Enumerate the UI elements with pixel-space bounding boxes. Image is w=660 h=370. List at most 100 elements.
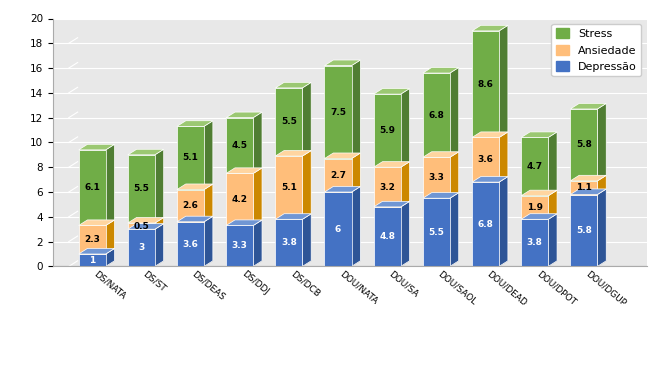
Text: 0.5: 0.5 [133, 222, 149, 231]
Text: 4.8: 4.8 [379, 232, 395, 241]
Polygon shape [253, 168, 262, 225]
Polygon shape [570, 189, 607, 195]
Polygon shape [275, 214, 312, 219]
Polygon shape [521, 138, 548, 196]
Polygon shape [79, 220, 115, 225]
Text: 3.8: 3.8 [527, 238, 543, 248]
Text: 3.3: 3.3 [428, 173, 444, 182]
Text: 5.9: 5.9 [379, 126, 395, 135]
Text: 6.8: 6.8 [428, 111, 444, 120]
Polygon shape [352, 153, 360, 192]
Polygon shape [521, 219, 548, 266]
Polygon shape [275, 88, 302, 156]
Text: 6.8: 6.8 [478, 220, 494, 229]
Polygon shape [499, 25, 508, 138]
Polygon shape [374, 94, 401, 167]
Polygon shape [275, 151, 312, 156]
Polygon shape [570, 195, 597, 266]
Polygon shape [472, 132, 508, 138]
Polygon shape [204, 121, 213, 189]
Polygon shape [128, 229, 155, 266]
Text: 4.5: 4.5 [232, 141, 248, 150]
Polygon shape [374, 167, 401, 207]
Polygon shape [275, 219, 302, 266]
Polygon shape [548, 214, 557, 266]
Polygon shape [128, 223, 155, 229]
Polygon shape [79, 144, 115, 150]
Polygon shape [325, 159, 352, 192]
Polygon shape [472, 176, 508, 182]
Polygon shape [472, 182, 499, 266]
Polygon shape [374, 88, 410, 94]
Text: 4.7: 4.7 [527, 162, 543, 171]
Polygon shape [548, 132, 557, 196]
Polygon shape [302, 83, 312, 156]
Polygon shape [521, 214, 557, 219]
Polygon shape [79, 248, 115, 254]
Polygon shape [401, 162, 410, 207]
Polygon shape [521, 196, 548, 219]
Text: 8.6: 8.6 [478, 80, 494, 89]
Polygon shape [177, 184, 213, 189]
Polygon shape [275, 156, 302, 219]
Polygon shape [177, 222, 204, 266]
Polygon shape [226, 118, 253, 174]
Polygon shape [204, 184, 213, 222]
Polygon shape [401, 88, 410, 167]
Polygon shape [423, 152, 459, 157]
Polygon shape [106, 220, 115, 254]
Polygon shape [423, 193, 459, 198]
Polygon shape [450, 152, 459, 198]
Polygon shape [302, 214, 312, 266]
Text: 3.6: 3.6 [478, 155, 494, 164]
Text: 5.5: 5.5 [281, 118, 297, 127]
Text: 5.1: 5.1 [183, 154, 199, 162]
Polygon shape [521, 190, 557, 196]
Polygon shape [352, 186, 360, 266]
Polygon shape [450, 67, 459, 157]
Polygon shape [226, 220, 262, 225]
Text: 5.5: 5.5 [428, 228, 444, 237]
Text: 4.2: 4.2 [232, 195, 248, 204]
Polygon shape [597, 189, 607, 266]
Polygon shape [499, 176, 508, 266]
Polygon shape [570, 175, 607, 181]
Text: 1.9: 1.9 [527, 203, 543, 212]
Polygon shape [128, 218, 164, 223]
Text: 2.6: 2.6 [183, 201, 199, 210]
Polygon shape [597, 175, 607, 195]
Polygon shape [226, 112, 262, 118]
Polygon shape [423, 157, 450, 198]
Polygon shape [155, 218, 164, 229]
Text: 3.6: 3.6 [183, 240, 199, 249]
Polygon shape [177, 189, 204, 222]
Legend: Stress, Ansiedade, Depressão: Stress, Ansiedade, Depressão [551, 24, 642, 76]
Polygon shape [570, 181, 597, 195]
Polygon shape [325, 192, 352, 266]
Text: 1.1: 1.1 [576, 183, 592, 192]
Text: 2.3: 2.3 [84, 235, 100, 244]
Polygon shape [472, 138, 499, 182]
Polygon shape [597, 103, 607, 181]
Polygon shape [106, 248, 115, 266]
Text: 6: 6 [335, 225, 341, 234]
Text: 3.8: 3.8 [281, 238, 297, 248]
Polygon shape [79, 254, 106, 266]
Polygon shape [155, 223, 164, 266]
Polygon shape [570, 109, 597, 181]
Polygon shape [128, 155, 155, 223]
Polygon shape [450, 193, 459, 266]
Text: 2.7: 2.7 [330, 171, 346, 180]
Text: 7.5: 7.5 [330, 108, 346, 117]
Polygon shape [374, 207, 401, 266]
Polygon shape [79, 150, 106, 225]
Polygon shape [570, 103, 607, 109]
Polygon shape [253, 112, 262, 174]
Polygon shape [423, 73, 450, 157]
Polygon shape [177, 216, 213, 222]
Polygon shape [472, 25, 508, 31]
Text: 3.2: 3.2 [379, 182, 395, 192]
Text: 3.3: 3.3 [232, 242, 248, 250]
Polygon shape [226, 174, 253, 225]
Polygon shape [325, 60, 360, 65]
